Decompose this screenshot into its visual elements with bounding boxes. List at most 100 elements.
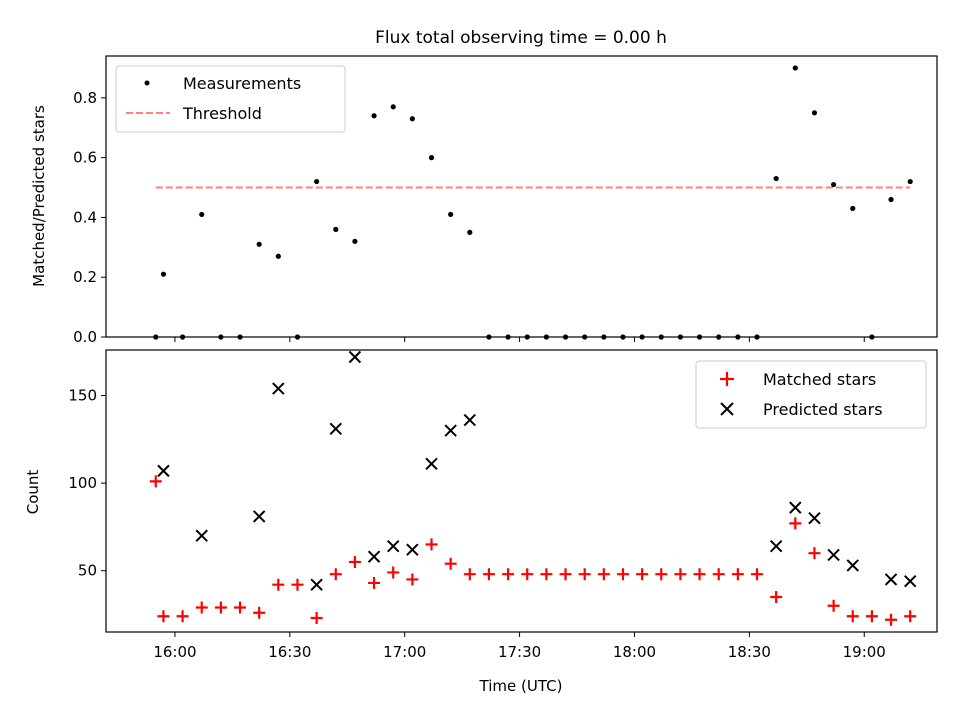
matched-star-point — [616, 568, 629, 581]
measurement-point — [467, 229, 473, 235]
matched-star-point — [674, 568, 687, 581]
matched-star-point — [329, 568, 342, 581]
matched-star-point — [693, 568, 706, 581]
matched-star-point — [636, 568, 649, 581]
matched-star-point — [559, 568, 572, 581]
legend-matched-label: Matched stars — [763, 370, 876, 389]
measurement-point — [314, 178, 320, 185]
matched-star-point — [253, 606, 266, 619]
measurement-point — [371, 113, 377, 119]
matched-star-point — [368, 576, 381, 589]
matched-star-point — [521, 568, 534, 581]
legend-measurements-label: Measurements — [183, 74, 301, 93]
predicted-star-point — [387, 539, 400, 553]
matched-star-point — [904, 610, 917, 623]
matched-star-point — [444, 557, 457, 570]
predicted-star-point — [329, 422, 342, 436]
predicted-star-point — [406, 543, 419, 556]
bottom-chart-marks — [149, 350, 917, 626]
measurement-point — [907, 178, 913, 185]
predicted-star-point — [367, 550, 381, 563]
measurement-point — [428, 155, 435, 161]
y-tick-label: 0.6 — [73, 149, 97, 167]
predicted-star-point — [808, 511, 821, 525]
measurement-point — [199, 211, 205, 218]
measurement-point — [773, 175, 779, 182]
matched-star-point — [214, 601, 227, 614]
bottom-legend: Matched stars Predicted stars — [695, 360, 927, 429]
matched-star-point — [827, 599, 840, 612]
bottom-chart: Count Time (UTC) 50 100 150 16:00 16:30 17:00… — [24, 349, 938, 695]
matched-star-point — [348, 555, 361, 568]
x-tick-label: 17:00 — [383, 643, 426, 661]
y-tick-label: 0.4 — [73, 208, 97, 226]
predicted-star-point — [769, 539, 783, 553]
measurement-point — [792, 65, 798, 71]
measurement-point — [275, 253, 281, 259]
top-legend: Measurements Threshold — [115, 65, 346, 133]
predicted-star-point — [903, 574, 917, 588]
matched-star-point — [597, 568, 610, 581]
legend-predicted-marker — [720, 402, 734, 416]
plot-frame — [105, 55, 938, 338]
x-tick-label: 18:00 — [613, 643, 656, 661]
measurement-point — [390, 104, 396, 110]
measurement-point — [831, 181, 837, 188]
x-tick-label: 18:30 — [728, 643, 771, 661]
measurement-point — [448, 211, 454, 218]
matched-star-point — [387, 566, 400, 579]
matched-star-point — [310, 611, 323, 624]
matched-star-point — [578, 568, 591, 581]
y-tick-label: 100 — [68, 474, 97, 492]
matched-star-point — [291, 578, 304, 591]
y-tick-label: 50 — [78, 562, 97, 580]
x-tick-label: 16:30 — [268, 643, 311, 661]
legend-predicted-label: Predicted stars — [763, 400, 883, 419]
measurement-point — [160, 271, 167, 277]
predicted-star-point — [789, 501, 802, 514]
predicted-star-point — [252, 510, 266, 523]
matched-star-point — [157, 610, 170, 623]
top-chart-title: Flux total observing time = 0.00 h — [375, 28, 667, 48]
matched-star-point — [540, 568, 553, 581]
matched-star-point — [751, 568, 764, 581]
predicted-star-point — [195, 529, 208, 542]
matched-star-point — [502, 568, 515, 581]
matched-star-point — [865, 610, 878, 623]
matched-star-point — [731, 568, 744, 581]
plot-frame — [105, 349, 938, 633]
predicted-star-point — [310, 578, 323, 591]
matched-star-point — [272, 578, 285, 591]
measurement-point — [409, 116, 415, 122]
measurement-point — [352, 238, 358, 244]
y-tick-label: 0.2 — [73, 268, 97, 286]
matched-star-point — [234, 601, 247, 614]
bottom-legend-box — [695, 360, 927, 429]
matched-star-point — [406, 573, 419, 586]
y-tick-label: 0.8 — [73, 89, 97, 107]
top-chart: Flux total observing time = 0.00 h Match… — [30, 28, 938, 346]
matched-star-point — [149, 475, 162, 488]
matched-star-point — [712, 568, 725, 581]
matched-star-point — [846, 610, 859, 623]
legend-matched-marker — [720, 372, 734, 386]
legend-threshold-label: Threshold — [182, 104, 262, 123]
top-chart-ylabel: Matched/Predicted stars — [30, 105, 48, 287]
measurement-point — [888, 196, 894, 203]
predicted-star-point — [463, 413, 477, 427]
matched-star-point — [482, 568, 495, 581]
matched-star-point — [425, 538, 438, 551]
predicted-star-point — [272, 382, 285, 395]
predicted-star-point — [444, 424, 457, 437]
matched-star-point — [770, 590, 783, 603]
matched-star-point — [463, 568, 476, 581]
matched-star-point — [885, 613, 898, 626]
predicted-star-point — [348, 350, 362, 364]
predicted-star-point — [425, 457, 438, 471]
bottom-chart-xlabel: Time (UTC) — [479, 677, 563, 695]
predicted-star-point — [827, 548, 840, 562]
y-tick-label: 150 — [68, 387, 97, 405]
matched-star-point — [176, 610, 189, 623]
x-tick-label: 16:00 — [153, 643, 196, 661]
